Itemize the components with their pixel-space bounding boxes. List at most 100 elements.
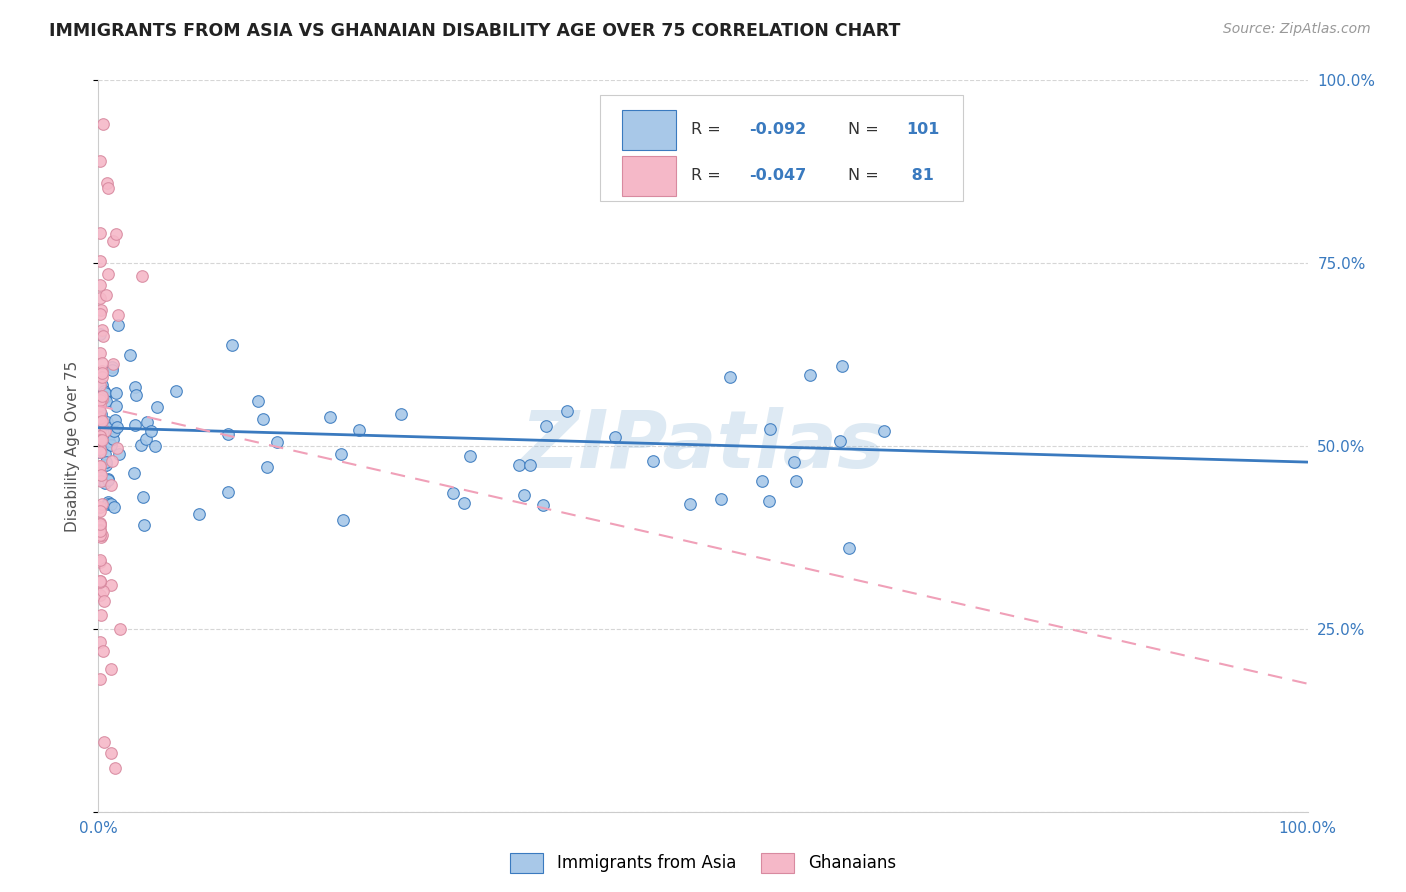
Point xyxy=(247,393,270,408)
Point xyxy=(94,421,117,435)
Point xyxy=(131,268,153,283)
Text: N =: N = xyxy=(848,122,884,137)
Point xyxy=(89,523,111,537)
Point xyxy=(89,574,111,588)
Point xyxy=(89,467,111,481)
Text: Source: ZipAtlas.com: Source: ZipAtlas.com xyxy=(1223,22,1371,37)
Point xyxy=(94,394,117,409)
Point xyxy=(783,455,806,469)
Point xyxy=(100,454,122,468)
Point xyxy=(124,418,146,433)
Point xyxy=(98,421,121,435)
Point xyxy=(89,346,111,360)
Point xyxy=(100,497,122,511)
Text: -0.092: -0.092 xyxy=(749,122,806,137)
Point xyxy=(531,498,554,512)
Point xyxy=(89,426,111,441)
Point xyxy=(605,430,627,444)
Point xyxy=(139,424,162,438)
Point xyxy=(93,384,115,399)
Point xyxy=(89,291,111,305)
Point xyxy=(785,474,807,488)
Text: 81: 81 xyxy=(905,169,934,183)
Point xyxy=(124,387,146,401)
Point xyxy=(90,322,112,336)
Text: ZIPatlas: ZIPatlas xyxy=(520,407,886,485)
Point xyxy=(91,356,114,370)
Point xyxy=(89,504,111,518)
Point xyxy=(89,307,111,321)
Point xyxy=(97,434,120,449)
Point xyxy=(347,423,370,437)
Point xyxy=(89,445,111,459)
Point xyxy=(266,435,288,450)
Point xyxy=(104,227,127,241)
Point xyxy=(94,424,117,438)
Point xyxy=(89,429,111,443)
Point xyxy=(873,424,896,438)
Point xyxy=(90,407,112,421)
Point xyxy=(100,477,122,491)
Point xyxy=(98,428,121,442)
Point xyxy=(332,513,354,527)
Point xyxy=(104,386,127,401)
Point xyxy=(256,460,278,475)
Point xyxy=(89,574,111,588)
Point xyxy=(91,328,114,343)
Point xyxy=(87,431,110,445)
Point xyxy=(89,672,111,686)
Point xyxy=(89,277,111,292)
Point xyxy=(89,524,111,538)
Point xyxy=(91,363,114,377)
Point xyxy=(217,426,239,441)
Point xyxy=(90,377,112,392)
Point xyxy=(118,348,141,362)
Text: R =: R = xyxy=(690,169,725,183)
Point xyxy=(758,494,780,508)
Point xyxy=(252,412,274,426)
Point xyxy=(90,366,112,380)
Point xyxy=(89,403,111,417)
Point xyxy=(508,458,530,473)
Point xyxy=(129,438,152,452)
Point xyxy=(134,518,156,533)
Point xyxy=(97,181,120,195)
Point xyxy=(93,447,115,461)
Point xyxy=(90,530,112,544)
Point xyxy=(188,508,211,522)
Point xyxy=(103,500,125,514)
Point xyxy=(90,497,112,511)
Point xyxy=(90,420,112,434)
Point xyxy=(89,588,111,602)
Point xyxy=(94,288,117,302)
Point xyxy=(759,422,782,436)
Point xyxy=(89,574,111,589)
Point xyxy=(534,418,557,433)
Point xyxy=(89,425,111,440)
Point xyxy=(104,413,127,427)
Point xyxy=(94,475,117,490)
Point xyxy=(105,400,128,414)
Point xyxy=(89,399,111,413)
Point xyxy=(91,414,114,428)
Point xyxy=(107,318,129,333)
Point xyxy=(519,458,541,472)
Point xyxy=(441,486,464,500)
Point xyxy=(89,154,111,169)
Point xyxy=(87,434,110,449)
Point xyxy=(93,735,115,749)
Point xyxy=(89,429,111,443)
Point xyxy=(108,623,131,637)
Point xyxy=(90,389,112,403)
Point xyxy=(90,459,112,474)
Point xyxy=(89,392,111,407)
Point xyxy=(89,458,111,473)
FancyBboxPatch shape xyxy=(621,155,676,196)
Point xyxy=(105,441,128,455)
Point xyxy=(100,662,122,676)
Point xyxy=(94,561,117,575)
Legend: Immigrants from Asia, Ghanaians: Immigrants from Asia, Ghanaians xyxy=(503,847,903,880)
Point xyxy=(90,468,112,483)
Point xyxy=(97,472,120,486)
Point xyxy=(93,584,115,599)
